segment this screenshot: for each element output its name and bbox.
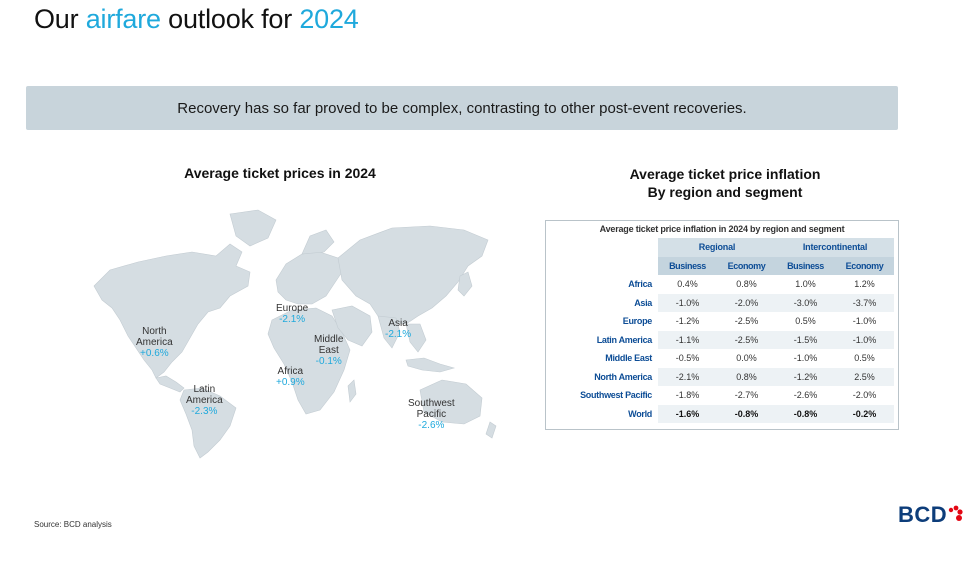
row-value-cell: -0.5% (675, 353, 700, 364)
table-row: North America -2.1% 0.8% -1.2% 2.5% (548, 367, 894, 386)
row-value-cell: 0.5% (795, 316, 816, 327)
region-value: -0.1% (315, 356, 342, 367)
map-label-europe: Europe -2.1% (276, 303, 308, 325)
sub-header: Business (658, 256, 717, 275)
region-name: North America (136, 326, 173, 348)
region-value: +0.9% (276, 377, 305, 388)
row-region-label: North America (594, 371, 652, 382)
table-section-title: Average ticket price inflation By region… (545, 165, 905, 201)
row-region-label: Middle East (605, 353, 652, 364)
row-value-cell: 0.8% (717, 367, 776, 386)
row-region-label: World (628, 408, 652, 419)
row-value-cell: -0.8% (776, 404, 835, 423)
region-value: -2.6% (418, 420, 445, 431)
table-row: Africa 0.4% 0.8% 1.0% 1.2% (548, 275, 894, 294)
bcd-logo: BCD (898, 500, 963, 530)
world-map-graphic (93, 209, 497, 459)
region-name: Asia (388, 318, 408, 329)
banner-text: Recovery has so far proved to be complex… (177, 99, 747, 117)
table-title-line2: By region and segment (647, 184, 803, 200)
page-title: Our airfare outlook for 2024 (34, 4, 359, 35)
row-value-cell: -2.7% (734, 390, 759, 401)
row-value-cell: -2.0% (717, 293, 776, 312)
table-row: Middle East -0.5% 0.0% -1.0% 0.5% (548, 349, 894, 368)
row-value-cell: -1.0% (658, 293, 717, 312)
sub-header: Business (776, 256, 835, 275)
row-value-cell: 0.0% (736, 353, 757, 364)
map-label-middle-east: Middle East -0.1% (314, 334, 343, 367)
row-value-cell: -1.2% (675, 316, 700, 327)
world-map: North America +0.6% Europe -2.1% Middle Ea… (80, 200, 500, 460)
map-label-southwest-pacific: Southwest Pacific -2.6% (408, 398, 455, 431)
title-text: Our (34, 4, 86, 34)
row-region-label: Latin America (596, 334, 653, 345)
map-label-north-america: North America +0.6% (136, 326, 173, 359)
region-value: -2.3% (191, 406, 218, 417)
table-caption: Average ticket price inflation in 2024 b… (599, 224, 845, 234)
region-name: Latin America (186, 384, 223, 406)
table-title-line1: Average ticket price inflation (629, 166, 821, 182)
group-header-intercontinental: Intercontinental (776, 238, 894, 257)
row-value-cell: 2.5% (835, 367, 894, 386)
region-name: Middle East (314, 334, 344, 356)
logo-text: BCD (898, 502, 948, 527)
row-value-cell: 1.0% (795, 279, 816, 290)
corner-cell (548, 257, 658, 276)
map-title: Average ticket prices in 2024 (184, 165, 376, 181)
region-value: +0.6% (140, 348, 169, 359)
row-value-cell: -1.0% (835, 330, 894, 349)
row-value-cell: -1.8% (675, 390, 700, 401)
row-value-cell: -2.0% (852, 390, 877, 401)
row-value-cell: -1.0% (852, 316, 877, 327)
row-value-cell: 0.8% (736, 279, 757, 290)
summary-banner: Recovery has so far proved to be complex… (26, 86, 898, 130)
row-value-cell: -0.8% (717, 404, 776, 423)
table-row: Latin America -1.1% -2.5% -1.5% -1.0% (548, 330, 894, 349)
row-value-cell: -0.2% (835, 404, 894, 423)
sub-header: Economy (835, 256, 894, 275)
logo-dots-icon (948, 505, 963, 521)
title-accent-year: 2024 (299, 4, 359, 34)
group-header-regional: Regional (658, 238, 776, 257)
region-name: Southwest Pacific (408, 398, 455, 420)
table-row: World -1.6% -0.8% -0.8% -0.2% (548, 404, 894, 423)
row-region-label: Africa (628, 279, 652, 290)
table-row: Europe -1.2% -2.5% 0.5% -1.0% (548, 312, 894, 331)
row-value-cell: -2.6% (793, 390, 818, 401)
region-name: Africa (277, 366, 304, 377)
row-value-cell: -2.1% (658, 367, 717, 386)
sub-header: Economy (717, 256, 776, 275)
row-region-label: Europe (622, 316, 653, 327)
row-value-cell: 0.4% (677, 279, 698, 290)
row-value-cell: -1.2% (776, 367, 835, 386)
table-row: Asia -1.0% -2.0% -3.0% -3.7% (548, 293, 894, 312)
row-value-cell: -1.5% (776, 330, 835, 349)
corner-cell (548, 238, 658, 257)
map-label-africa: Africa +0.9% (276, 366, 305, 388)
title-text-2: outlook for (160, 4, 300, 34)
source-note: Source: BCD analysis (34, 520, 112, 529)
table-body: Africa 0.4% 0.8% 1.0% 1.2% Asia -1.0% -2.0% -3.0… (548, 275, 894, 423)
row-value-cell: -3.7% (835, 293, 894, 312)
row-value-cell: -3.0% (776, 293, 835, 312)
region-name: Europe (276, 303, 309, 314)
row-value-cell: -2.5% (734, 316, 759, 327)
row-value-cell: -1.0% (793, 353, 818, 364)
map-label-asia: Asia -2.1% (385, 318, 411, 340)
map-label-latin-america: Latin America -2.3% (186, 384, 223, 417)
row-region-label: Asia (634, 297, 652, 308)
table-row: Southwest Pacific -1.8% -2.7% -2.6% -2.0% (548, 386, 894, 405)
row-value-cell: -2.5% (717, 330, 776, 349)
row-value-cell: 1.2% (854, 279, 875, 290)
row-value-cell: -1.1% (658, 330, 717, 349)
region-value: -2.1% (279, 314, 306, 325)
row-value-cell: -1.6% (658, 404, 717, 423)
title-accent-airfare: airfare (85, 4, 161, 34)
row-value-cell: 0.5% (854, 353, 875, 364)
inflation-table: Regional Intercontinental Business Econo… (548, 238, 894, 423)
row-region-label: Southwest Pacific (580, 390, 652, 401)
region-value: -2.1% (385, 329, 412, 340)
inflation-table-panel: Average ticket price inflation in 2024 b… (545, 220, 899, 430)
